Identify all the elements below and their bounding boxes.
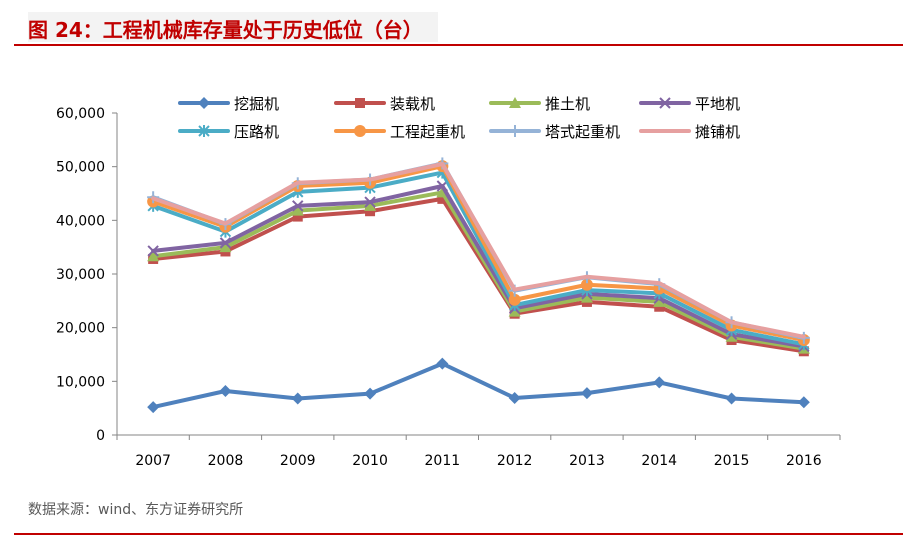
data-point <box>436 357 449 370</box>
series-line <box>151 196 806 354</box>
legend-item: 推土机 <box>489 95 590 113</box>
data-point <box>653 376 666 389</box>
y-tick-label: 40,000 <box>56 213 105 229</box>
series-line <box>151 170 806 347</box>
data-point <box>365 206 376 217</box>
data-point <box>147 401 160 414</box>
x-tick-label: 2013 <box>569 453 605 469</box>
bottom-rule <box>14 533 903 535</box>
legend-marker <box>509 97 521 108</box>
y-tick-label: 20,000 <box>56 321 105 337</box>
x-tick-label: 2009 <box>280 453 316 469</box>
x-tick-label: 2010 <box>352 453 388 469</box>
data-point <box>147 250 160 262</box>
legend-marker <box>509 125 521 137</box>
source-note: 数据来源：wind、东方证券研究所 <box>28 502 244 518</box>
x-tick-label: 2011 <box>425 453 461 469</box>
data-point <box>364 199 377 211</box>
series-line <box>151 361 806 410</box>
data-point <box>725 392 738 405</box>
title-background <box>28 12 438 42</box>
title-bar: 图 24：工程机械库存量处于历史低位（台） <box>14 12 903 46</box>
legend-item: 装载机 <box>334 95 435 113</box>
legend-label: 装载机 <box>390 95 435 113</box>
x-tick-label: 2008 <box>208 453 244 469</box>
legend-marker <box>659 97 671 109</box>
legend-item: 挖掘机 <box>178 95 279 113</box>
legend-label: 压路机 <box>234 123 279 141</box>
data-point <box>508 293 521 306</box>
data-point <box>580 291 593 303</box>
y-tick-label: 10,000 <box>56 374 105 390</box>
y-tick-label: 50,000 <box>56 160 105 176</box>
y-tick-label: 30,000 <box>56 267 105 283</box>
data-point <box>292 211 303 222</box>
data-point <box>580 387 593 400</box>
series-line <box>151 161 806 339</box>
legend-label: 推土机 <box>545 95 590 113</box>
data-point <box>508 391 521 404</box>
x-tick-label: 2014 <box>641 453 677 469</box>
data-point <box>437 193 448 204</box>
legend-marker <box>354 125 366 137</box>
data-point <box>725 330 738 342</box>
x-tick-label: 2012 <box>497 453 533 469</box>
data-point <box>219 384 232 397</box>
data-point <box>653 295 666 307</box>
data-point <box>291 204 304 216</box>
legend-label: 塔式起重机 <box>545 123 620 141</box>
series-line <box>151 183 806 349</box>
data-point <box>292 200 304 212</box>
data-point <box>219 241 232 253</box>
x-tick-label: 2007 <box>135 453 171 469</box>
legend-marker <box>355 98 365 108</box>
y-tick-label: 0 <box>96 428 105 444</box>
data-point <box>797 396 810 409</box>
legend-label: 平地机 <box>695 95 740 113</box>
data-point <box>291 392 304 405</box>
legend-label: 摊铺机 <box>695 123 740 141</box>
legend-item: 摊铺机 <box>639 123 740 141</box>
legend-label: 工程起重机 <box>390 123 465 141</box>
data-point <box>364 387 377 400</box>
legend-marker <box>198 125 210 137</box>
series-line <box>151 164 806 343</box>
chart-title: 图 24：工程机械库存量处于历史低位（台） <box>28 18 423 42</box>
legend-item: 平地机 <box>639 95 740 113</box>
legend-item: 塔式起重机 <box>489 123 620 141</box>
data-point <box>147 245 159 257</box>
legend-marker <box>198 97 210 109</box>
y-tick-label: 60,000 <box>56 106 105 122</box>
series-line <box>151 190 806 351</box>
legend-item: 工程起重机 <box>334 123 465 141</box>
data-point <box>219 237 232 249</box>
legend-item: 压路机 <box>178 123 279 141</box>
x-tick-label: 2015 <box>714 453 750 469</box>
data-point <box>364 196 376 208</box>
legend-label: 挖掘机 <box>234 95 279 113</box>
x-tick-label: 2016 <box>786 453 822 469</box>
data-point <box>580 278 593 291</box>
